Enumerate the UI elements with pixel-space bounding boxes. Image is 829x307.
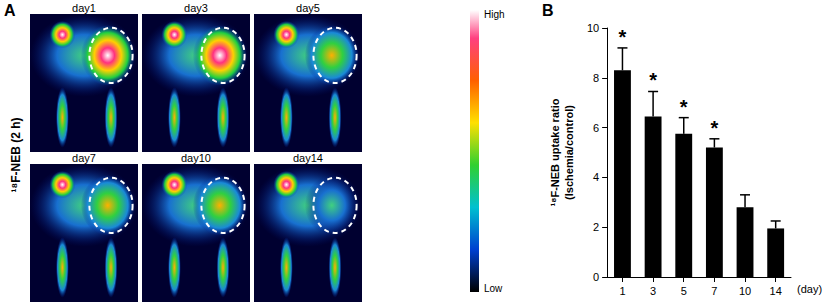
svg-text:day3: day3 <box>184 2 208 14</box>
svg-text:(Ischemia/control): (Ischemia/control) <box>563 105 575 200</box>
svg-text:1: 1 <box>619 285 625 297</box>
svg-text:day14: day14 <box>293 152 323 164</box>
svg-text:day7: day7 <box>72 152 96 164</box>
svg-text:*: * <box>619 26 627 48</box>
svg-text:day5: day5 <box>296 2 320 14</box>
svg-text:14: 14 <box>770 285 782 297</box>
svg-text:4: 4 <box>593 171 599 183</box>
svg-text:Low: Low <box>484 283 503 294</box>
svg-text:6: 6 <box>593 122 599 134</box>
svg-text:*: * <box>680 96 688 118</box>
svg-text:10: 10 <box>739 285 751 297</box>
svg-text:day1: day1 <box>72 2 96 14</box>
svg-text:¹⁸F-NEB uptake ratio: ¹⁸F-NEB uptake ratio <box>549 98 561 206</box>
svg-text:8: 8 <box>593 72 599 84</box>
svg-text:0: 0 <box>593 271 599 283</box>
svg-text:2: 2 <box>593 221 599 233</box>
svg-text:3: 3 <box>650 285 656 297</box>
svg-text:10: 10 <box>587 22 599 34</box>
svg-text:5: 5 <box>681 285 687 297</box>
svg-text:¹⁸F-NEB (2 h): ¹⁸F-NEB (2 h) <box>9 118 23 193</box>
svg-text:(day): (day) <box>797 283 822 295</box>
svg-text:B: B <box>542 2 554 19</box>
svg-text:*: * <box>710 117 718 139</box>
svg-text:7: 7 <box>711 285 717 297</box>
svg-text:High: High <box>484 9 505 20</box>
svg-text:day10: day10 <box>181 152 211 164</box>
svg-text:*: * <box>649 69 657 91</box>
svg-text:A: A <box>4 2 16 19</box>
